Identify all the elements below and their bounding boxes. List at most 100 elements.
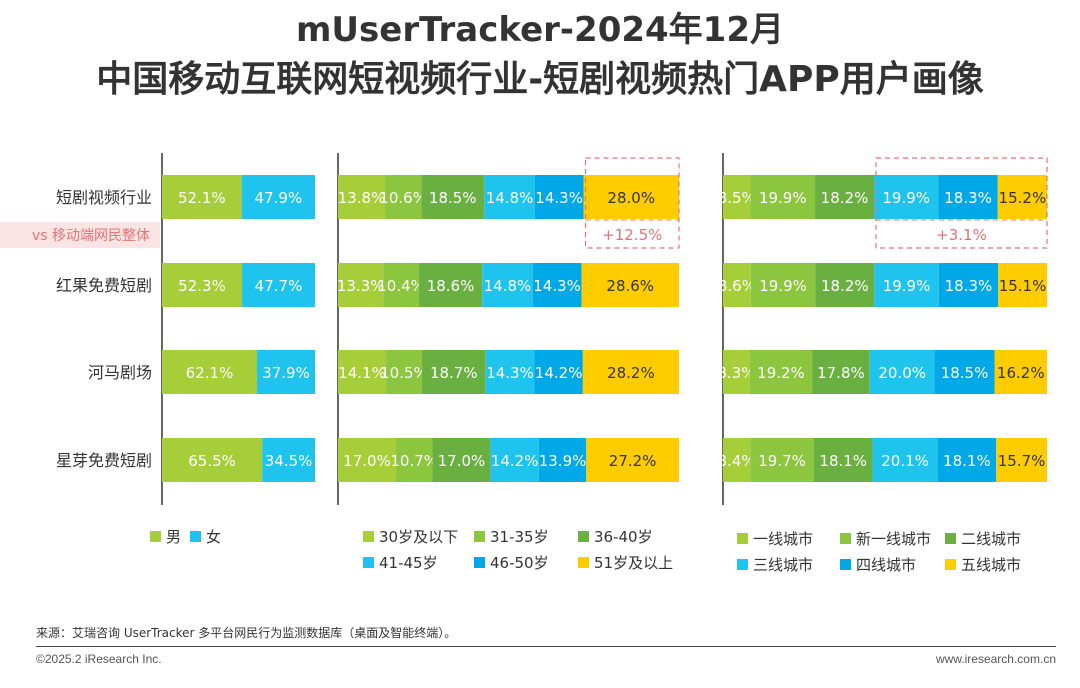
bar-segment [241, 175, 315, 219]
legend-swatch [737, 533, 748, 544]
legend-swatch [578, 557, 589, 568]
bar-segment [815, 263, 875, 307]
comparison-label-bg [0, 222, 160, 248]
bar-segment [383, 263, 419, 307]
bar-segment [257, 350, 315, 394]
legend-label: 男 [166, 528, 181, 546]
legend-swatch [363, 531, 374, 542]
data-label: 19.9% [882, 189, 930, 207]
bar-segment [581, 263, 679, 307]
legend-label: 一线城市 [753, 530, 813, 548]
data-label: 15.7% [998, 452, 1046, 470]
data-label: 52.3% [178, 277, 226, 295]
legend-label: 31-35岁 [490, 528, 549, 546]
bar-segment [484, 175, 535, 219]
bar-segment [994, 350, 1047, 394]
data-label: 28.6% [606, 277, 654, 295]
data-label: 18.1% [943, 452, 991, 470]
legend-swatch [945, 533, 956, 544]
data-label: 14.3% [533, 277, 581, 295]
data-label: 20.1% [881, 452, 929, 470]
gender-panel: 52.1% 47.9% 52.3% 47.7% 62.1% 37.9% 65.5% 34.5%… [150, 153, 315, 546]
bar-segment [813, 438, 873, 482]
data-label: 37.9% [262, 364, 310, 382]
bar-segment [938, 175, 998, 219]
data-label: 47.7% [255, 277, 303, 295]
legend-label: 36-40岁 [594, 528, 653, 546]
bar-segment [938, 263, 999, 307]
data-label: 17.8% [817, 364, 865, 382]
copyright: ©2025.2 iResearch Inc. [36, 652, 162, 666]
data-label: 14.1% [338, 364, 386, 382]
bar-segment [723, 263, 751, 307]
bar-segment [723, 438, 751, 482]
legend-swatch [474, 531, 485, 542]
data-label: 18.2% [821, 277, 869, 295]
data-label: 28.0% [607, 189, 655, 207]
data-label: 19.2% [757, 364, 805, 382]
data-label: 52.1% [178, 189, 226, 207]
website-link[interactable]: www.iresearch.com.cn [935, 652, 1056, 666]
data-label: 10.5% [380, 364, 428, 382]
legend-swatch [578, 531, 589, 542]
legend-label: 三线城市 [753, 556, 813, 574]
data-label: 15.2% [999, 189, 1047, 207]
bar-segment [338, 175, 386, 219]
legend-label: 30岁及以下 [379, 528, 458, 546]
bar-segment [421, 175, 485, 219]
annotation-label: +3.1% [936, 226, 987, 244]
data-label: 28.2% [607, 364, 655, 382]
bar-segment [421, 350, 486, 394]
data-label: 18.5% [429, 189, 477, 207]
bar-segment [432, 438, 491, 482]
data-label: 8.5% [718, 189, 756, 207]
legend-label: 五线城市 [961, 556, 1021, 574]
bar-segment [812, 350, 870, 394]
data-label: 17.0% [438, 452, 486, 470]
annotation-label: +12.5% [602, 226, 662, 244]
bar-segment [485, 350, 535, 394]
comparison-label: vs 移动端网民整体 [32, 228, 150, 244]
bar-segment [872, 438, 938, 482]
legend-swatch [363, 557, 374, 568]
data-label: 15.1% [999, 277, 1047, 295]
data-label: 10.6% [379, 189, 427, 207]
data-label: 10.7% [390, 452, 438, 470]
legend-label: 四线城市 [856, 556, 916, 574]
data-label: 14.8% [484, 277, 532, 295]
chart-title-line-2: 中国移动互联网短视频行业-短剧视频热门APP用户画像 [96, 59, 984, 100]
data-label: 13.9% [539, 452, 587, 470]
category-label: 河马剧场 [88, 363, 152, 382]
bar-segment [583, 175, 679, 219]
bar-segment [815, 175, 874, 219]
data-label: 65.5% [188, 452, 236, 470]
bar-segment [750, 263, 816, 307]
bar-segment [937, 438, 997, 482]
data-label: 34.5% [265, 452, 313, 470]
data-label: 19.9% [759, 277, 807, 295]
data-label: 18.7% [430, 364, 478, 382]
bar-segment [162, 350, 258, 394]
data-label: 8.4% [718, 452, 756, 470]
legend-swatch [190, 531, 201, 542]
legend-swatch [840, 559, 851, 570]
data-label: 13.8% [338, 189, 386, 207]
bar-segment [262, 438, 315, 482]
bar-segment [162, 263, 243, 307]
legend-label: 46-50岁 [490, 554, 549, 572]
data-label: 19.9% [883, 277, 931, 295]
data-label: 14.8% [486, 189, 534, 207]
bar-segment [749, 350, 813, 394]
data-label: 19.9% [759, 189, 807, 207]
data-label: 47.9% [255, 189, 303, 207]
bar-segment [998, 263, 1047, 307]
source-note: 来源：艾瑞咨询 UserTracker 多平台网民行为监测数据库（桌面及智能终端… [36, 626, 457, 640]
chart-title-line-1: mUserTracker-2024年12月 [295, 10, 784, 50]
highlight-box [875, 157, 1048, 249]
data-label: 13.3% [337, 277, 385, 295]
bar-segment [338, 263, 384, 307]
data-label: 62.1% [186, 364, 234, 382]
bar-segment [997, 175, 1047, 219]
bar-segment [750, 175, 816, 219]
